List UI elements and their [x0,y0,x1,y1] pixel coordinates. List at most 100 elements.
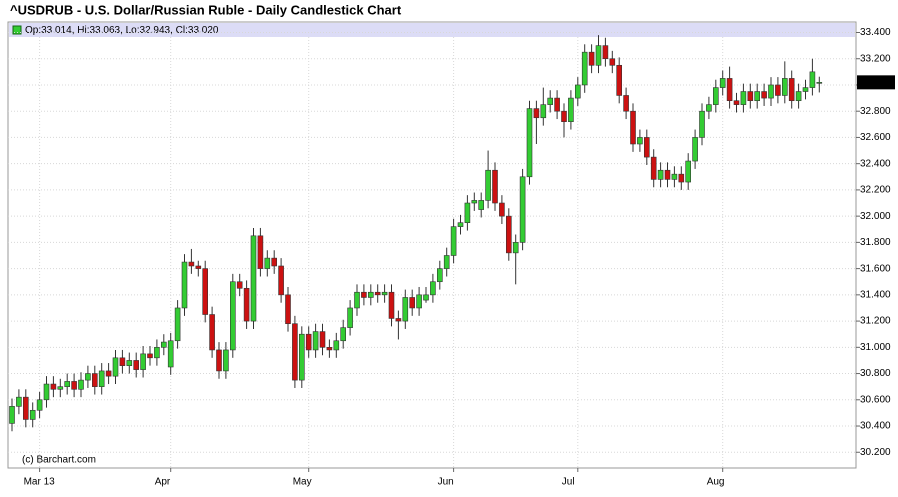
x-tick-label: Aug [707,477,725,488]
candle-body [319,331,326,348]
candle-body [285,294,291,325]
candle-body [430,281,436,296]
candle-body [533,108,540,119]
candle-body [43,383,50,401]
y-tick-label: 33.200 [860,53,891,64]
candle-body [692,137,698,162]
candle-body [568,97,574,122]
candle-body [257,235,264,269]
candle-body [105,370,112,377]
candle-body [809,71,816,88]
candle-body [526,108,533,178]
candle-body [236,281,243,289]
candle-body [595,45,602,66]
candle-body [50,383,57,390]
candle-body [271,257,278,267]
candle-body [402,297,409,322]
candle-body [388,291,395,319]
candle-body [768,84,774,99]
candle-body [795,91,802,102]
candle-body [333,340,340,351]
candle-body [85,373,91,381]
candle-body [161,341,167,348]
candle-body [485,169,491,201]
candle-body [326,347,333,351]
x-tick-label: Jul [562,477,575,488]
candle-body [92,373,98,387]
candle-body [623,95,629,112]
candle-body [802,87,809,92]
candle-body [181,261,188,309]
candle-body [209,314,215,351]
candle-body [133,360,139,370]
candle-body [71,381,77,390]
candle-body [816,82,823,84]
info-line: Op:33.014, Hi:33.063, Lo:32.943, Cl:33.0… [25,25,219,36]
candle-body [464,202,471,223]
candle-body [581,51,588,86]
candle-body [554,97,560,112]
candle-body [499,202,505,217]
candle-body [347,307,353,328]
candle-body [354,291,360,309]
candle-body [29,409,36,420]
candle-body [505,215,512,254]
candle-body [747,91,754,102]
candle-body [775,84,781,96]
x-tick-label: Mar 13 [24,477,56,488]
candle-body [340,327,347,342]
candle-body [609,58,616,66]
y-tick-label: 32.600 [860,132,891,143]
candle-body [361,291,367,298]
candle-body [98,370,105,387]
candle-body [36,399,43,411]
candle-body [298,333,305,381]
candle-body [657,169,664,180]
candle-body [9,406,15,424]
y-tick-label: 32.400 [860,158,891,169]
candle-body [119,357,126,366]
candle-body [112,357,119,377]
candle-body [664,169,671,180]
info-bar [9,23,855,37]
candle-body [706,104,712,112]
candle-body [450,226,457,256]
candle-body [788,78,795,102]
candle-body [574,84,581,99]
candle-body [16,396,22,407]
candle-body [243,287,250,322]
candle-body [616,64,623,96]
candle-body [292,323,298,381]
candle-body [195,265,202,269]
y-tick-label: 31.000 [860,342,891,353]
chart-title: ^USDRUB - U.S. Dollar/Russian Ruble - Da… [10,2,402,17]
candle-body [761,91,767,99]
candle-body [671,173,678,180]
candle-body [305,333,312,351]
candle-body [167,340,174,368]
y-tick-label: 31.800 [860,237,891,248]
candle-body [312,331,319,351]
candle-body [457,222,464,227]
candle-body [561,110,567,122]
candle-body [230,281,236,351]
candle-body [588,51,595,66]
candle-body [478,200,485,210]
source: (c) Barchart.com [22,455,96,466]
candle-body [78,379,84,390]
candle-body [174,307,181,342]
candle-body [643,137,650,158]
candle-body [678,173,685,183]
candle-body [443,255,450,269]
candle-body [140,353,146,370]
candle-body [423,294,429,301]
candle-body [202,268,208,315]
candle-body [154,347,160,359]
candle-body [719,78,726,88]
y-tick-label: 32.200 [860,185,891,196]
candle-body [512,242,519,254]
y-tick-label: 31.600 [860,263,891,274]
y-tick-label: 30.800 [860,368,891,379]
candle-body [754,91,761,102]
